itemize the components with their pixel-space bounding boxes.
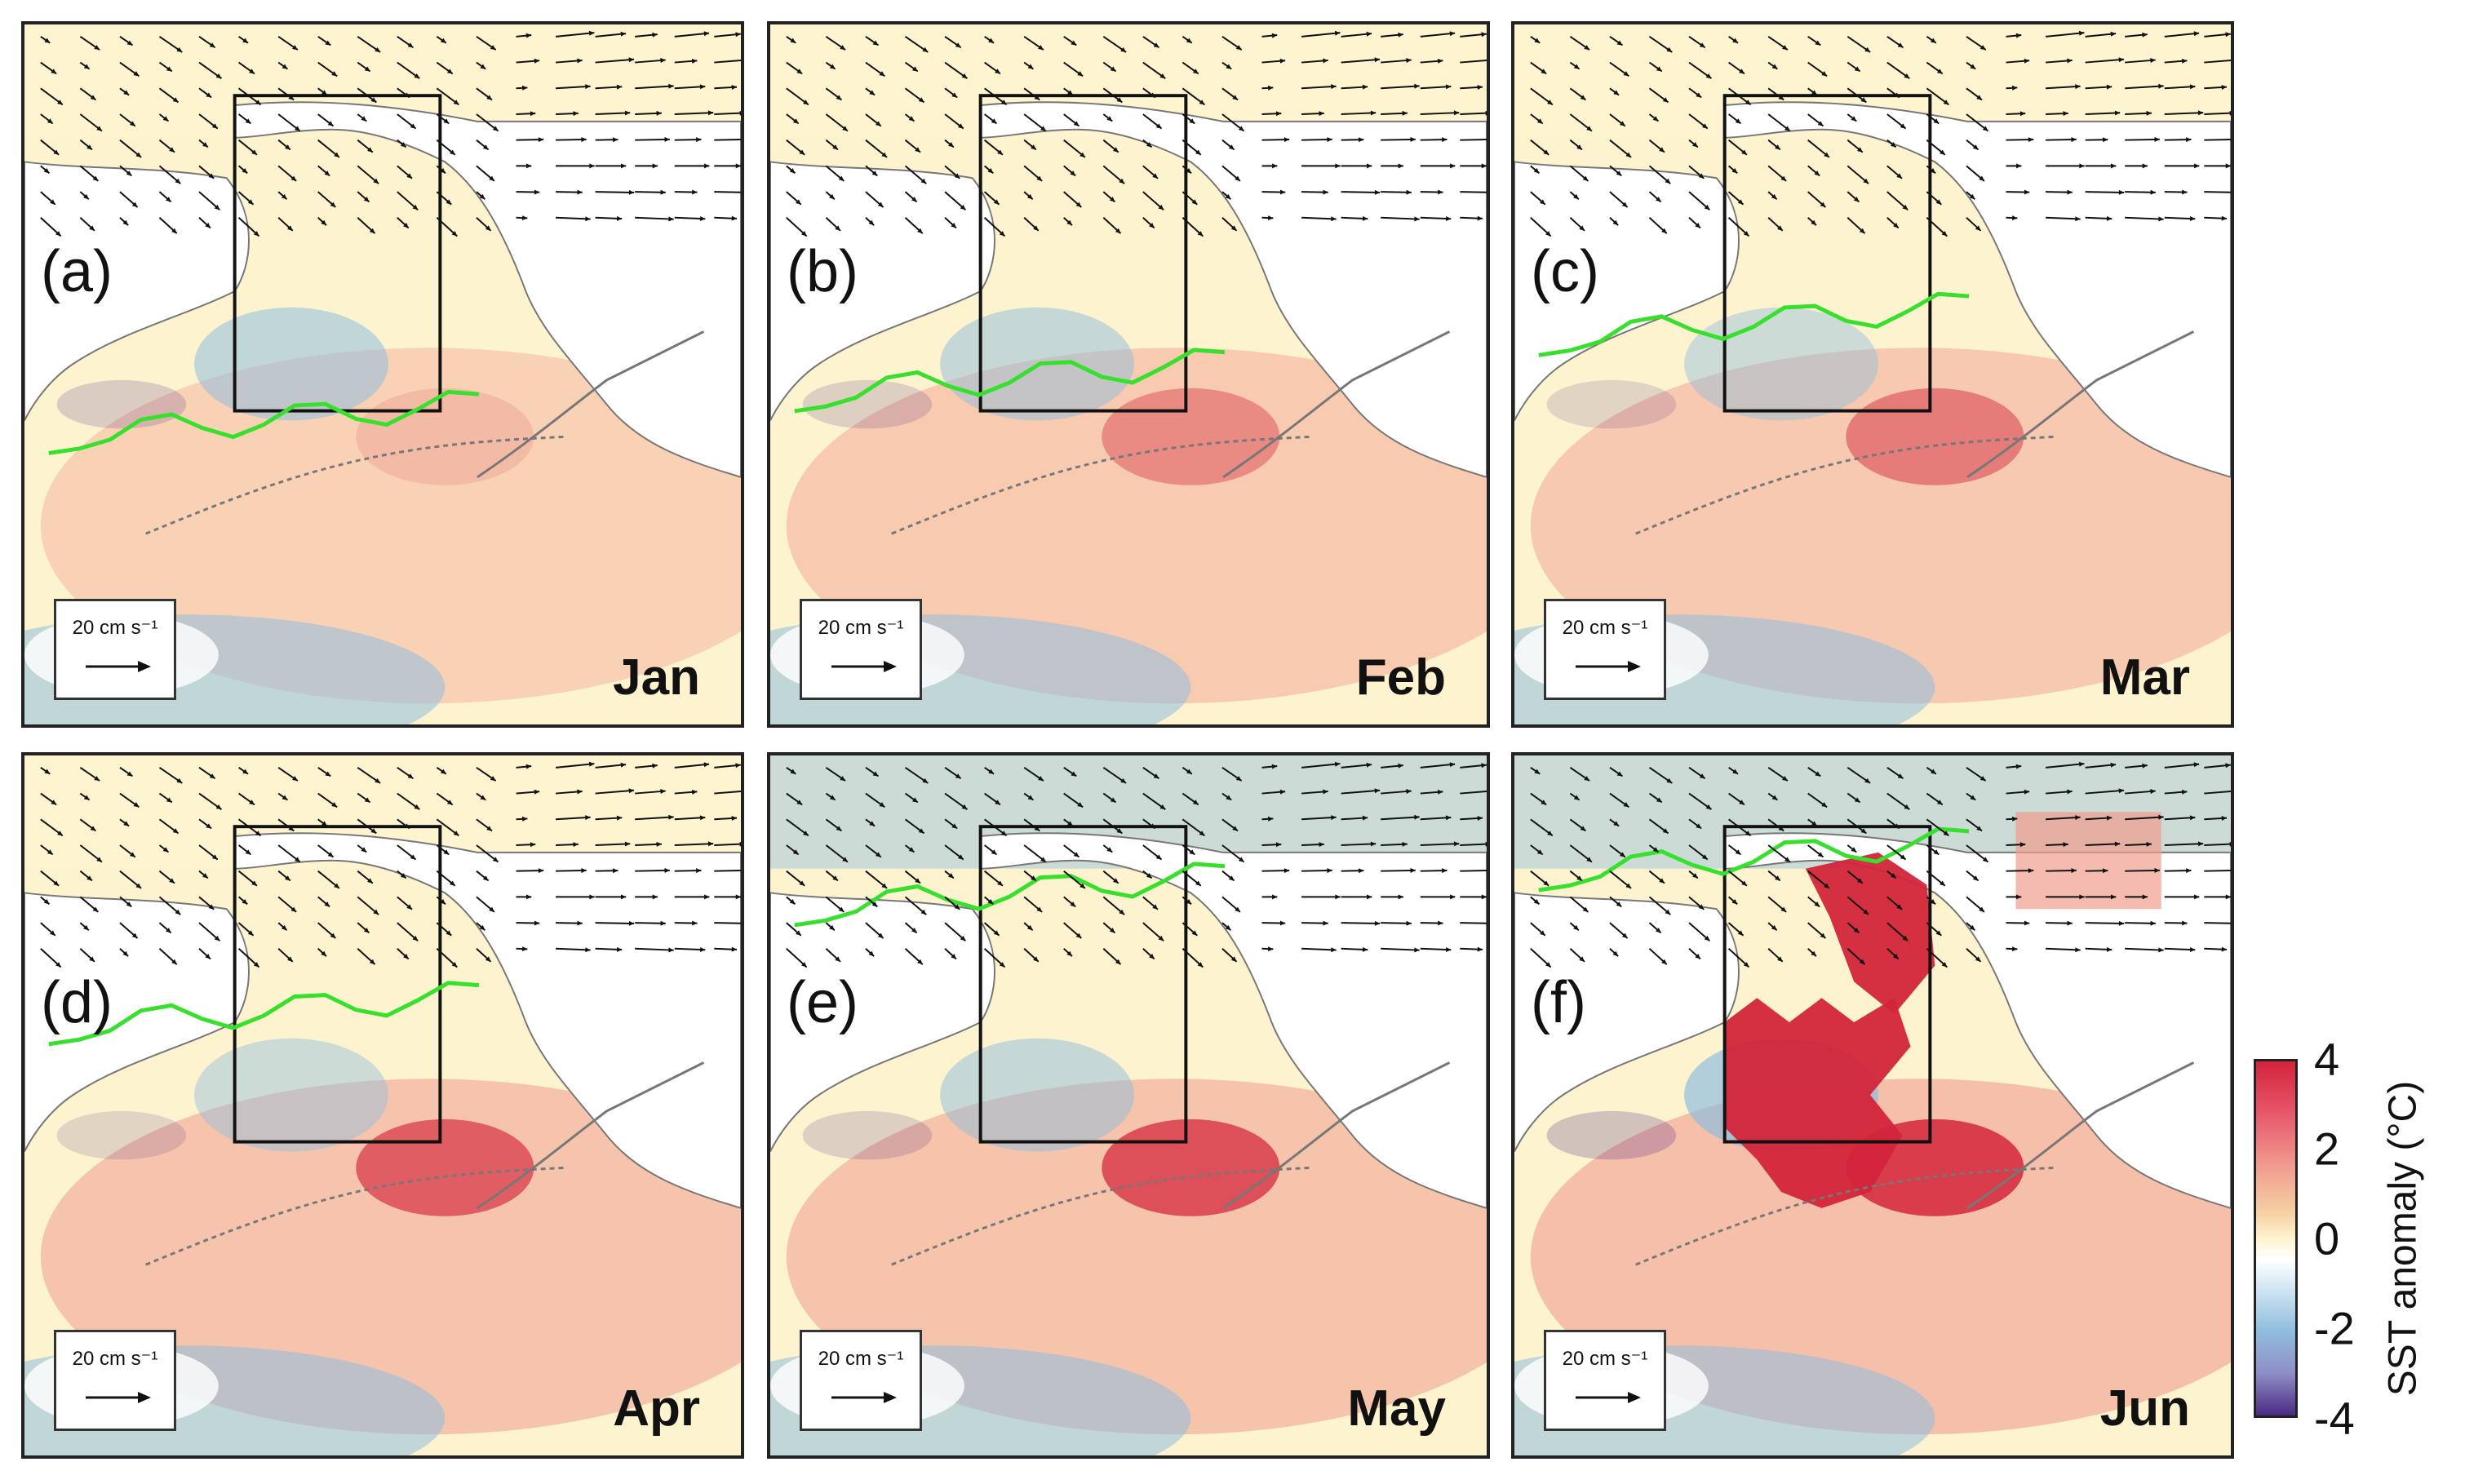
- scale-arrow-icon: [86, 1392, 151, 1403]
- map-panel-c: (c) Mar 20 cm s⁻¹: [1511, 21, 2234, 728]
- panel-label: (c): [1531, 239, 1599, 304]
- month-label: Jun: [2099, 1380, 2190, 1437]
- velocity-scale-legend: 20 cm s⁻¹: [800, 1330, 922, 1431]
- panel-label: (b): [787, 239, 858, 304]
- panel-label: (e): [787, 970, 858, 1035]
- month-label: May: [1347, 1380, 1446, 1437]
- colorbar: 4 2 0 -2 -4 SST anomaly (°C): [2236, 1034, 2456, 1444]
- velocity-scale-legend: 20 cm s⁻¹: [800, 599, 922, 700]
- panel-label: (d): [41, 970, 113, 1035]
- map-panel-f: (f) Jun 20 cm s⁻¹: [1511, 752, 2234, 1459]
- month-label: Jan: [613, 649, 700, 706]
- velocity-scale-legend: 20 cm s⁻¹: [54, 1330, 176, 1431]
- velocity-scale-text: 20 cm s⁻¹: [818, 1348, 904, 1370]
- velocity-scale-legend: 20 cm s⁻¹: [1544, 1330, 1666, 1431]
- velocity-scale-text: 20 cm s⁻¹: [1562, 617, 1648, 639]
- map-panel-a: (a) Jan 20 cm s⁻¹: [21, 21, 744, 728]
- month-label: Feb: [1355, 649, 1446, 706]
- colorbar-tick: 2: [2314, 1123, 2340, 1175]
- map-panel-d: (d) Apr 20 cm s⁻¹: [21, 752, 744, 1459]
- scale-arrow-icon: [831, 661, 897, 672]
- month-label: Mar: [2099, 649, 2190, 706]
- velocity-scale-legend: 20 cm s⁻¹: [1544, 599, 1666, 700]
- map-panel-e: (e) May 20 cm s⁻¹: [767, 752, 1490, 1459]
- panel-label: (a): [41, 239, 113, 304]
- map-panel-b: (b) Feb 20 cm s⁻¹: [767, 21, 1490, 728]
- velocity-scale-text: 20 cm s⁻¹: [72, 1348, 158, 1370]
- colorbar-tick: -2: [2314, 1302, 2355, 1354]
- velocity-scale-text: 20 cm s⁻¹: [1562, 1348, 1648, 1370]
- month-label: Apr: [613, 1380, 700, 1437]
- velocity-scale-legend: 20 cm s⁻¹: [54, 599, 176, 700]
- colorbar-title: SST anomaly (°C): [2381, 1080, 2425, 1397]
- velocity-scale-text: 20 cm s⁻¹: [72, 617, 158, 639]
- colorbar-gradient: [2254, 1059, 2298, 1418]
- scale-arrow-icon: [831, 1392, 897, 1403]
- colorbar-tick: 0: [2314, 1212, 2340, 1265]
- scale-arrow-icon: [1576, 1392, 1641, 1403]
- scale-arrow-icon: [1576, 661, 1641, 672]
- scale-arrow-icon: [86, 661, 151, 672]
- colorbar-tick: 4: [2314, 1033, 2340, 1085]
- colorbar-tick: -4: [2314, 1392, 2355, 1444]
- velocity-scale-text: 20 cm s⁻¹: [818, 617, 904, 639]
- panel-label: (f): [1531, 970, 1586, 1035]
